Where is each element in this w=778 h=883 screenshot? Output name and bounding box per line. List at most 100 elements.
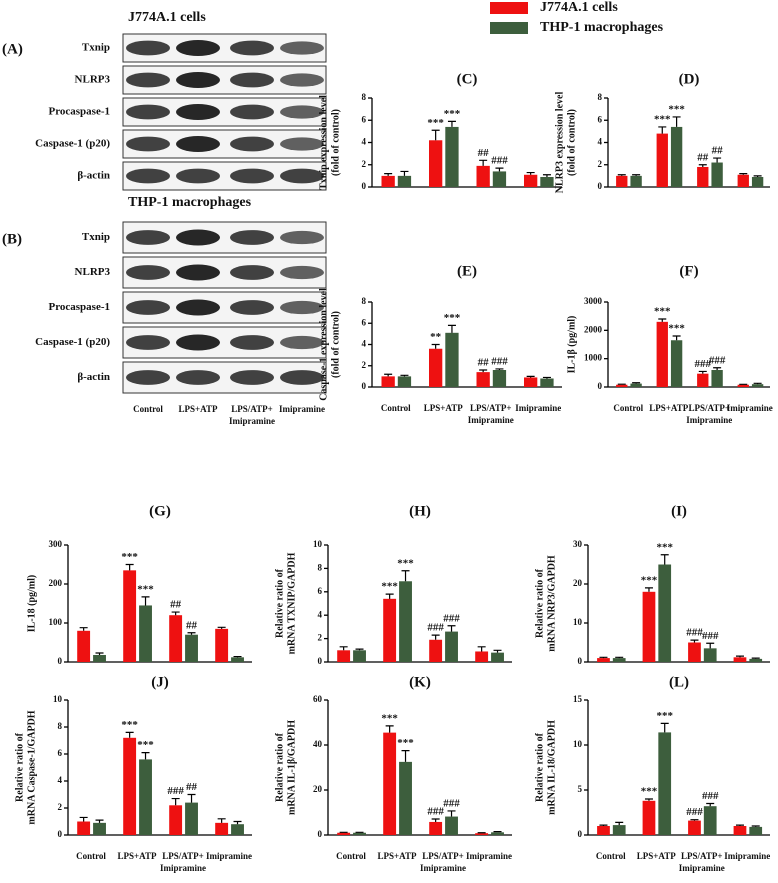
- error-bar: [339, 646, 348, 651]
- bar: [475, 651, 489, 662]
- error-bar: [479, 369, 488, 373]
- bar: [353, 650, 366, 662]
- error-bar: [400, 170, 409, 176]
- error-bar: [141, 752, 150, 760]
- y-axis-label: Relative ratio of: [274, 568, 285, 638]
- blot-band: [126, 265, 170, 280]
- error-bar: [171, 797, 180, 806]
- y-axis-label: mRNA Caspase-1/GAPDH: [26, 710, 37, 824]
- bar: [169, 615, 183, 662]
- legend-swatch: [490, 2, 528, 14]
- blot-band: [126, 72, 170, 88]
- significance-label: ***: [444, 108, 461, 120]
- y-tick-label: 0: [318, 656, 323, 666]
- chart-title: (H): [409, 503, 431, 519]
- significance-label: ###: [491, 355, 508, 367]
- significance-label: ###: [427, 806, 444, 818]
- blot-band: [280, 73, 324, 87]
- y-tick-label: 2: [598, 159, 603, 169]
- error-bar: [735, 655, 744, 658]
- y-tick-label: 0: [362, 181, 367, 191]
- bar: [749, 826, 763, 835]
- blot-band: [230, 265, 274, 280]
- significance-label: ###: [702, 630, 719, 642]
- significance-label: **: [430, 331, 442, 343]
- y-axis-label: mRNA TXNIP/GAPDH: [286, 552, 297, 654]
- lane-label: LPS+ATP: [179, 404, 218, 414]
- blot-band: [176, 104, 220, 120]
- bar: [737, 384, 749, 387]
- bar: [703, 806, 717, 835]
- bar: [215, 628, 229, 662]
- bar: [751, 384, 764, 387]
- significance-label: ##: [186, 619, 198, 631]
- blot-band: [280, 370, 324, 385]
- bar: [688, 820, 701, 835]
- error-bar: [495, 368, 504, 370]
- blot-band: [280, 137, 324, 151]
- y-tick-label: 0: [318, 829, 323, 839]
- error-bar: [706, 802, 715, 807]
- bar: [397, 376, 412, 387]
- bar: [445, 126, 459, 187]
- x-tick-label: Control: [596, 851, 626, 861]
- x-tick-label: LPS/ATP+: [689, 403, 730, 413]
- y-tick-label: 4: [318, 609, 323, 619]
- error-bar: [658, 126, 667, 134]
- bar: [353, 832, 366, 835]
- x-tick-label: LPS/ATP+: [681, 851, 722, 861]
- lane-label: LPS/ATP+: [231, 404, 272, 414]
- bar: [231, 657, 244, 662]
- chart-title: (F): [679, 263, 698, 279]
- bar: [540, 378, 554, 387]
- bar: [429, 821, 443, 835]
- x-tick-label: Control: [613, 403, 643, 413]
- blot-band: [230, 300, 274, 315]
- bar: [737, 174, 749, 187]
- error-bar: [713, 367, 722, 370]
- blot-band: [280, 300, 324, 315]
- error-bar: [526, 171, 535, 175]
- blot-band: [176, 136, 220, 152]
- x-tick-label: Imipramine: [420, 863, 466, 873]
- error-bar: [431, 634, 440, 640]
- significance-label: ###: [686, 806, 703, 818]
- y-axis-label: IL-18 (pg/ml): [26, 575, 37, 633]
- error-bar: [493, 831, 502, 833]
- bar: [397, 175, 412, 187]
- bar: [337, 650, 351, 662]
- significance-label: ***: [654, 306, 671, 318]
- significance-label: ###: [491, 155, 508, 167]
- bar: [215, 822, 229, 835]
- error-bar: [95, 652, 104, 655]
- error-bar: [447, 120, 456, 127]
- error-bar: [706, 642, 715, 649]
- y-tick-label: 4: [362, 137, 367, 147]
- significance-label: ##: [478, 147, 490, 159]
- error-bar: [751, 657, 760, 659]
- blot-title: THP-1 macrophages: [128, 195, 252, 210]
- bar: [711, 370, 723, 387]
- y-tick-label: 2: [318, 633, 323, 643]
- blot-band: [280, 335, 324, 350]
- x-tick-label: LPS/ATP+: [470, 403, 511, 413]
- bar: [381, 376, 395, 387]
- y-tick-label: 10: [313, 539, 323, 549]
- significance-label: ##: [170, 599, 182, 611]
- chart-title: (J): [151, 674, 169, 690]
- bar: [491, 652, 504, 662]
- bar: [169, 805, 183, 835]
- x-tick-label: Imipramine: [206, 851, 252, 861]
- significance-label: ###: [695, 358, 712, 370]
- x-tick-label: LPS+ATP: [118, 851, 157, 861]
- y-tick-label: 3000: [584, 296, 603, 306]
- blot-band: [126, 136, 170, 152]
- x-tick-label: LPS+ATP: [649, 403, 688, 413]
- error-bar: [79, 816, 88, 822]
- significance-label: ***: [656, 710, 673, 722]
- bar: [616, 175, 628, 187]
- blot-band: [126, 335, 170, 350]
- blot-band: [280, 230, 324, 245]
- legend-label: J774A.1 cells: [540, 0, 618, 15]
- y-axis-label: IL-1β (pg/ml): [566, 316, 577, 374]
